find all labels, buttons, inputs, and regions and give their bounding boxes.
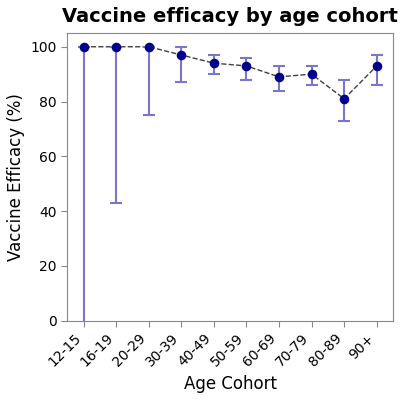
X-axis label: Age Cohort: Age Cohort bbox=[184, 375, 277, 393]
Point bbox=[276, 74, 282, 80]
Point bbox=[146, 44, 152, 50]
Point bbox=[178, 52, 184, 58]
Point bbox=[211, 60, 217, 66]
Point bbox=[243, 63, 250, 69]
Point bbox=[341, 96, 347, 102]
Point bbox=[113, 44, 119, 50]
Point bbox=[308, 71, 315, 77]
Point bbox=[80, 44, 87, 50]
Point bbox=[374, 63, 380, 69]
Title: Vaccine efficacy by age cohort: Vaccine efficacy by age cohort bbox=[62, 7, 398, 26]
Y-axis label: Vaccine Efficacy (%): Vaccine Efficacy (%) bbox=[7, 93, 25, 261]
